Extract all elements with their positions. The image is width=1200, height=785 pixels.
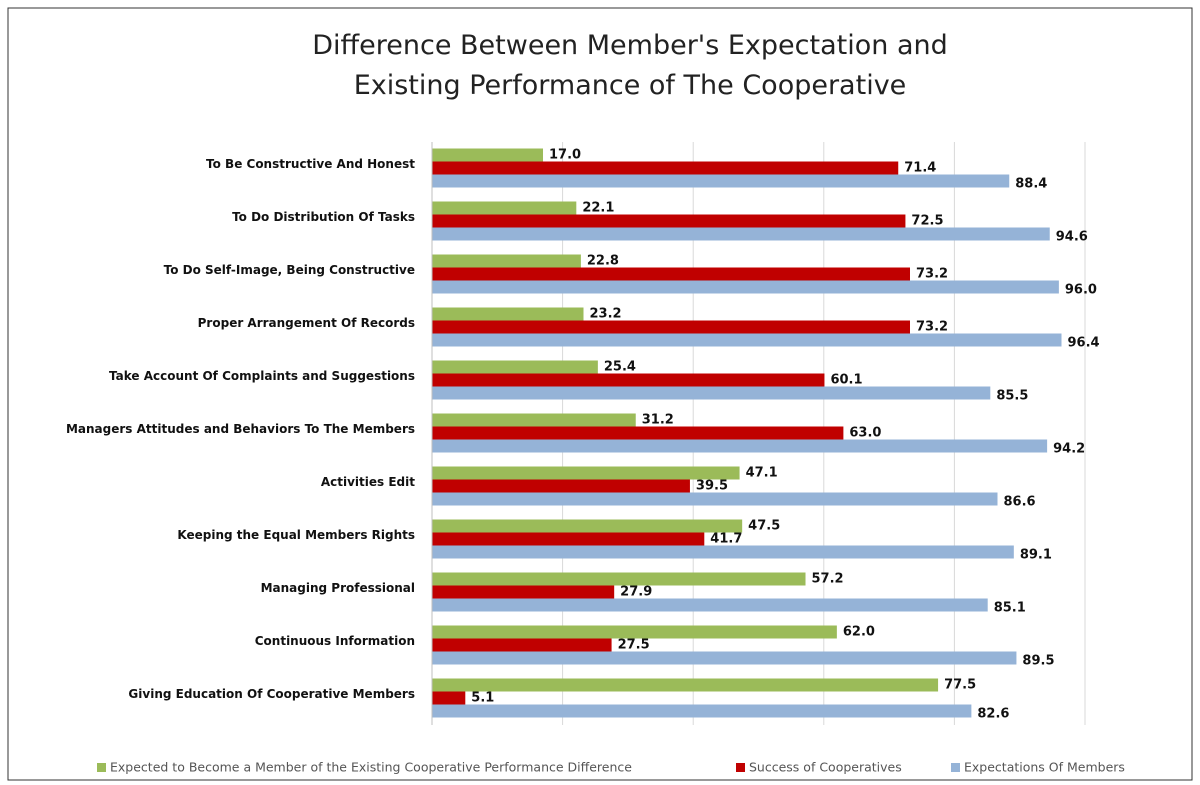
legend-label: Expectations Of Members — [964, 760, 1125, 775]
bar — [432, 148, 544, 162]
y-tick-label: To Do Self-Image, Being Constructive — [164, 263, 415, 277]
data-label: 96.4 — [1067, 336, 1099, 351]
data-label: 27.9 — [620, 585, 652, 600]
bar — [432, 585, 615, 599]
y-tick-label: Managing Professional — [261, 581, 415, 595]
data-label: 85.1 — [994, 601, 1026, 616]
bar — [432, 227, 1050, 241]
legend-label: Expected to Become a Member of the Exist… — [110, 760, 632, 775]
bar — [432, 320, 910, 334]
data-label: 27.5 — [618, 638, 650, 653]
data-label: 57.2 — [812, 572, 844, 587]
bar — [432, 532, 705, 546]
bar — [432, 625, 837, 639]
y-tick-label: Keeping the Equal Members Rights — [177, 528, 415, 542]
bar — [432, 413, 636, 427]
data-label: 73.2 — [916, 320, 948, 335]
data-label: 77.5 — [944, 678, 976, 693]
bar — [432, 214, 906, 228]
data-label: 86.6 — [1003, 495, 1035, 510]
bar — [432, 545, 1014, 559]
data-label: 63.0 — [849, 426, 881, 441]
data-label: 23.2 — [589, 307, 621, 322]
legend-swatch — [951, 763, 960, 772]
data-label: 17.0 — [549, 148, 581, 163]
bar — [432, 333, 1062, 347]
bar — [432, 201, 577, 215]
bar — [432, 678, 939, 692]
bar — [432, 360, 598, 374]
data-label: 31.2 — [642, 413, 674, 428]
y-tick-label: Giving Education Of Cooperative Members — [128, 687, 415, 701]
bar — [432, 598, 988, 612]
y-tick-label: Take Account Of Complaints and Suggestio… — [109, 369, 415, 383]
bar — [432, 479, 690, 493]
bar — [432, 704, 972, 718]
data-label: 41.7 — [710, 532, 742, 547]
data-label: 60.1 — [830, 373, 862, 388]
y-tick-label: Activities Edit — [321, 475, 415, 489]
data-label: 22.8 — [587, 254, 619, 269]
data-label: 96.0 — [1065, 283, 1097, 298]
bar — [432, 426, 844, 440]
y-tick-label: Proper Arrangement Of Records — [198, 316, 415, 330]
legend-swatch — [97, 763, 106, 772]
data-label: 39.5 — [696, 479, 728, 494]
data-label: 88.4 — [1015, 177, 1047, 192]
data-label: 22.1 — [582, 201, 614, 216]
y-tick-label: To Be Constructive And Honest — [206, 157, 415, 171]
bar — [432, 492, 998, 506]
bar — [432, 280, 1059, 294]
data-label: 94.2 — [1053, 442, 1085, 457]
bar — [432, 638, 612, 652]
bar — [432, 373, 825, 387]
data-label: 89.5 — [1022, 654, 1054, 669]
y-tick-label: To Do Distribution Of Tasks — [232, 210, 415, 224]
data-label: 71.4 — [904, 161, 936, 176]
bar — [432, 307, 584, 321]
data-label: 94.6 — [1056, 230, 1088, 245]
data-label: 5.1 — [471, 691, 494, 706]
bar — [432, 254, 581, 268]
bar — [432, 572, 806, 586]
data-label: 72.5 — [911, 214, 943, 229]
bar — [432, 519, 743, 533]
frame — [7, 7, 1193, 781]
bar — [432, 691, 466, 705]
legend-label: Success of Cooperatives — [749, 760, 902, 775]
y-tick-label: Continuous Information — [255, 634, 415, 648]
data-label: 47.5 — [748, 519, 780, 534]
chart-title: Difference Between Member's Expectation … — [312, 30, 948, 101]
data-label: 47.1 — [746, 466, 778, 481]
data-label: 62.0 — [843, 625, 875, 640]
data-label: 73.2 — [916, 267, 948, 282]
data-label: 25.4 — [604, 360, 636, 375]
data-label: 85.5 — [996, 389, 1028, 404]
bar — [432, 386, 991, 400]
legend-swatch — [736, 763, 745, 772]
data-label: 89.1 — [1020, 548, 1052, 563]
bar — [432, 174, 1010, 188]
bar — [432, 439, 1048, 453]
data-label: 82.6 — [977, 707, 1009, 722]
y-tick-label: Managers Attitudes and Behaviors To The … — [66, 422, 415, 436]
bar — [432, 651, 1017, 665]
bar — [432, 466, 740, 480]
bar — [432, 267, 910, 281]
bar — [432, 161, 899, 175]
